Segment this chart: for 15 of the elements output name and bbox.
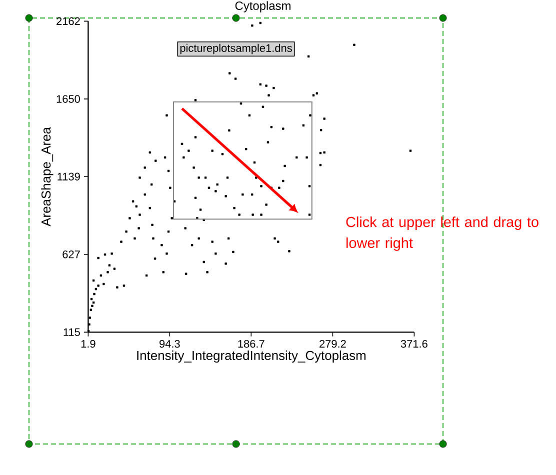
- chart-title: Cytoplasm: [235, 1, 290, 12]
- y-axis-title: AreaShape_Area: [41, 127, 54, 226]
- x-tick-label: 371.6: [400, 340, 428, 348]
- x-tick-label: 1.9: [81, 340, 96, 348]
- y-tick-label: 1139: [58, 172, 80, 180]
- y-tick-label: 1650: [56, 95, 80, 103]
- x-tick-label: 279.2: [320, 340, 346, 348]
- x-axis-title: Intensity_IntegratedIntensity_Cytoplasm: [137, 350, 366, 363]
- x-tick-label: 94.3: [160, 340, 180, 348]
- annotation: pictureplotsample1.dns: [180, 44, 292, 54]
- annotation: Click at upper left and drag to lower right: [346, 216, 538, 251]
- x-tick-label: 186.7: [238, 340, 264, 348]
- y-tick-label: 2162: [56, 17, 80, 26]
- y-tick-label: 627: [62, 250, 80, 258]
- y-tick-label: 115: [64, 328, 80, 336]
